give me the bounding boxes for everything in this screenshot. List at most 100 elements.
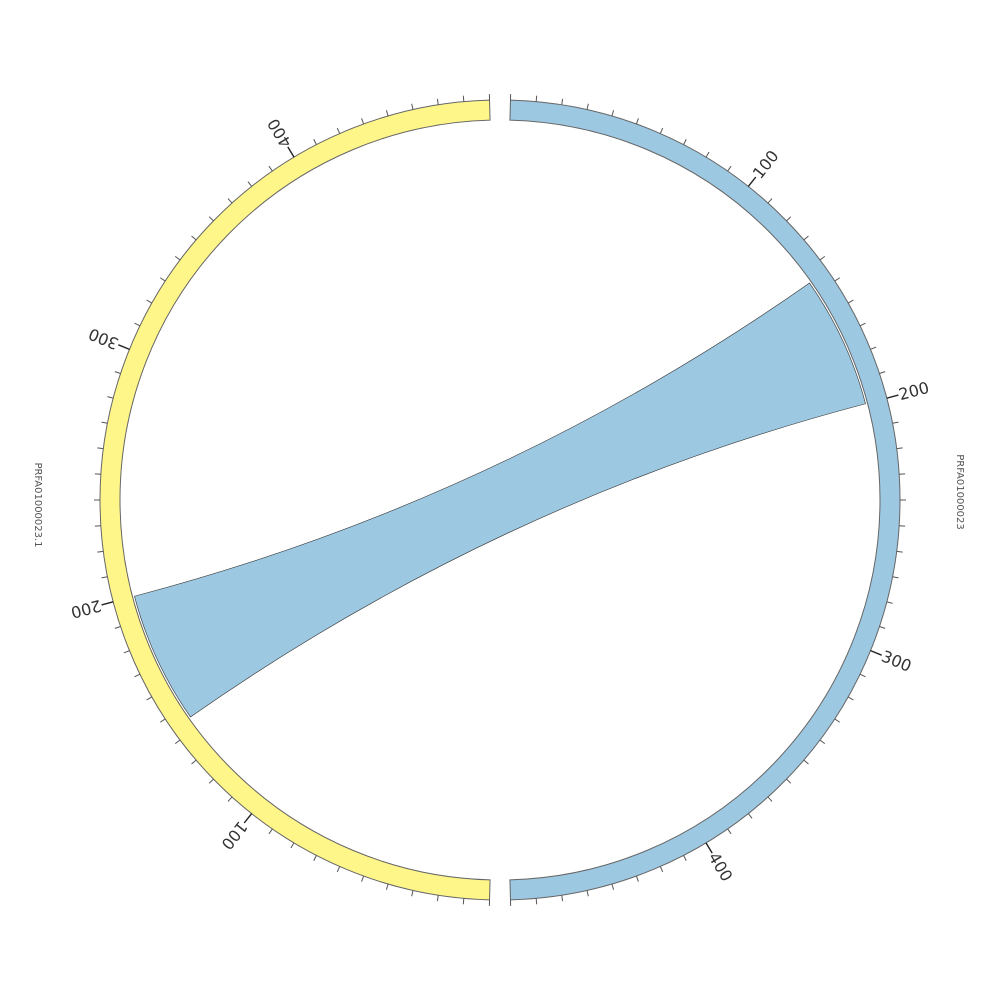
minor-tick-prfa01000023 [834,277,841,282]
link-ribbon-1 [134,282,866,718]
minor-tick-prfa01000023-1 [247,181,253,187]
minor-tick-prfa01000023-1 [114,371,121,374]
major-tick-prfa01000023-1 [101,601,114,606]
minor-tick-prfa01000023-1 [97,447,104,450]
minor-tick-prfa01000023-1 [290,842,295,849]
minor-tick-prfa01000023 [659,127,664,134]
minor-tick-prfa01000023 [727,828,732,835]
minor-tick-prfa01000023 [896,447,903,450]
minor-tick-prfa01000023-1 [174,255,181,261]
minor-tick-prfa01000023 [847,299,854,304]
minor-tick-prfa01000023-1 [462,95,465,102]
minor-tick-prfa01000023 [786,216,792,222]
minor-tick-prfa01000023-1 [101,576,108,579]
minor-tick-prfa01000023 [586,103,589,110]
minor-tick-prfa01000023-1 [159,277,166,282]
minor-tick-prfa01000023-1 [268,165,273,172]
minor-tick-prfa01000023 [892,576,899,579]
minor-tick-prfa01000023 [535,898,538,905]
minor-tick-prfa01000023-1 [208,778,214,784]
minor-tick-prfa01000023 [659,866,664,873]
minor-tick-prfa01000023-1 [268,828,273,835]
minor-tick-prfa01000023 [747,813,753,819]
tick-label-prfa01000023-1: 400 [264,115,296,151]
minor-tick-prfa01000023 [767,198,773,204]
tick-label-prfa01000023-1: 300 [86,324,121,353]
minor-tick-prfa01000023-1 [146,299,153,304]
minor-tick-prfa01000023 [834,718,841,723]
minor-tick-prfa01000023-1 [97,550,104,553]
minor-tick-prfa01000023-1 [191,759,197,765]
minor-tick-prfa01000023-1 [123,650,130,654]
minor-tick-prfa01000023 [859,673,866,678]
minor-tick-prfa01000023-1 [191,235,197,241]
minor-tick-prfa01000023 [561,895,564,902]
minor-tick-prfa01000023 [561,98,564,105]
minor-tick-prfa01000023 [892,421,899,424]
minor-tick-prfa01000023 [635,118,639,125]
major-tick-prfa01000023-1 [287,146,295,158]
minor-tick-prfa01000023-1 [462,898,465,905]
minor-tick-prfa01000023-1 [436,895,439,902]
minor-tick-prfa01000023-1 [361,875,365,882]
tick-label-prfa01000023: 400 [704,849,736,885]
minor-tick-prfa01000023-1 [227,198,233,204]
minor-tick-prfa01000023-1 [174,739,181,745]
minor-tick-prfa01000023 [586,890,589,897]
major-tick-prfa01000023 [705,842,713,854]
minor-tick-prfa01000023-1 [159,718,166,723]
minor-tick-prfa01000023 [819,739,826,745]
minor-tick-prfa01000023 [727,165,732,172]
tick-label-prfa01000023: 200 [897,378,931,404]
minor-tick-prfa01000023 [886,601,893,604]
minor-tick-prfa01000023 [803,235,809,241]
minor-tick-prfa01000023-1 [411,890,414,897]
minor-tick-prfa01000023-1 [107,396,114,399]
minor-tick-prfa01000023 [705,151,710,158]
links-layer [134,282,866,718]
sequence-label-prfa01000023: PRFA01000023 [954,454,965,530]
minor-tick-prfa01000023-1 [134,673,141,678]
minor-tick-prfa01000023 [535,95,538,102]
minor-tick-prfa01000023 [635,875,639,882]
minor-tick-prfa01000023-1 [114,626,121,629]
major-tick-prfa01000023 [870,650,882,656]
minor-tick-prfa01000023-1 [336,866,341,873]
minor-tick-prfa01000023 [611,110,615,117]
minor-tick-prfa01000023-1 [146,696,153,701]
minor-tick-prfa01000023-1 [385,110,389,117]
minor-tick-prfa01000023 [847,696,854,701]
minor-tick-prfa01000023 [819,255,826,261]
sequence-label-prfa01000023-1: PRFA01000023.1 [32,462,43,547]
tick-label-prfa01000023: 300 [879,647,914,676]
tick-label-prfa01000023-1: 100 [217,818,251,854]
minor-tick-prfa01000023 [611,883,615,890]
major-tick-prfa01000023 [886,394,899,399]
minor-tick-prfa01000023-1 [101,421,108,424]
minor-tick-prfa01000023-1 [313,855,317,861]
minor-tick-prfa01000023 [803,759,809,765]
minor-tick-prfa01000023 [879,626,886,629]
tick-label-prfa01000023-1: 200 [69,596,103,622]
minor-tick-prfa01000023 [767,796,773,802]
minor-tick-prfa01000023-1 [411,103,414,110]
major-tick-prfa01000023-1 [243,813,253,824]
minor-tick-prfa01000023-1 [208,216,214,222]
minor-tick-prfa01000023 [879,371,886,374]
minor-tick-prfa01000023 [870,346,877,350]
major-tick-prfa01000023 [747,176,757,187]
minor-tick-prfa01000023 [896,550,903,553]
minor-tick-prfa01000023-1 [313,139,317,145]
minor-tick-prfa01000023 [683,139,687,145]
minor-tick-prfa01000023-1 [227,796,233,802]
minor-tick-prfa01000023-1 [134,322,141,327]
minor-tick-prfa01000023-1 [385,883,389,890]
minor-tick-prfa01000023-1 [336,127,341,134]
minor-tick-prfa01000023 [683,855,687,861]
major-tick-prfa01000023-1 [118,344,130,350]
minor-tick-prfa01000023 [859,322,866,327]
minor-tick-prfa01000023-1 [436,98,439,105]
tick-label-prfa01000023: 100 [749,147,783,183]
minor-tick-prfa01000023 [786,778,792,784]
